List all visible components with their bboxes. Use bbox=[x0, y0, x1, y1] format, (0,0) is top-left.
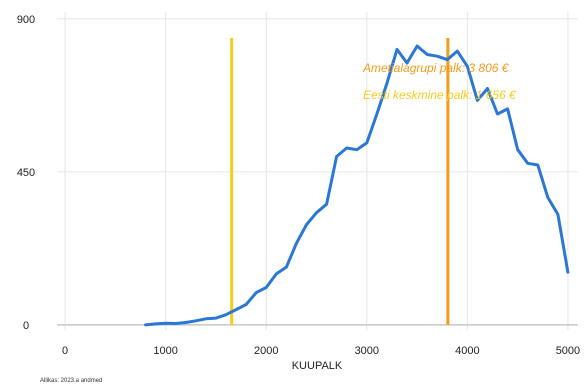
x-tick-label: 3000 bbox=[355, 345, 379, 357]
annotation-average-salary: Eesti keskmine palk: 1 656 € bbox=[363, 88, 517, 102]
salary-distribution-line bbox=[144, 44, 570, 327]
y-tick-label: 450 bbox=[17, 167, 35, 179]
x-tick-label: 1000 bbox=[153, 345, 177, 357]
x-tick-label: 4000 bbox=[455, 345, 479, 357]
x-axis-title: KUUPALK bbox=[292, 360, 343, 372]
series-group bbox=[144, 44, 570, 327]
y-tick-labels: 0 450 900 bbox=[17, 14, 35, 332]
annotations: Ametialagrupi palk: 3 806 € Eesti keskmin… bbox=[362, 61, 517, 102]
reference-lines bbox=[230, 38, 450, 325]
x-tick-label: 5000 bbox=[556, 345, 580, 357]
x-tick-labels: 0 1000 2000 3000 4000 5000 bbox=[62, 345, 580, 357]
grid bbox=[57, 12, 578, 330]
annotation-occupation-salary: Ametialagrupi palk: 3 806 € bbox=[362, 61, 510, 75]
source-note: Allikas: 2023.a andmed bbox=[40, 378, 102, 384]
y-tick-label: 0 bbox=[23, 320, 29, 332]
x-tick-label: 2000 bbox=[254, 345, 278, 357]
x-tick-label: 0 bbox=[62, 345, 68, 357]
y-tick-label: 900 bbox=[17, 14, 35, 26]
